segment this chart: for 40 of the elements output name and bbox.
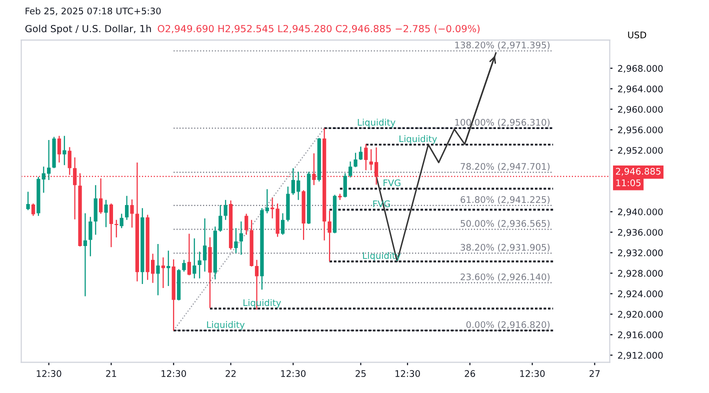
series-label: Liquidity bbox=[207, 321, 245, 330]
y-tick-label: 2,936.000 bbox=[618, 228, 663, 237]
series-label: FVG bbox=[384, 179, 400, 186]
y-tick-label: 2,960.000 bbox=[618, 106, 663, 114]
y-tick-label: 2,932.000 bbox=[618, 249, 663, 258]
y-tick-label: 2,920.000 bbox=[618, 310, 663, 319]
y-tick-label: 2,916.000 bbox=[618, 331, 663, 340]
y-tick-label: 2,968.000 bbox=[618, 64, 663, 73]
series-label: 78.20% (2,947.701) bbox=[460, 162, 550, 171]
y-tick-label: 2,964.000 bbox=[618, 85, 663, 94]
y-tick-label: 2,952.000 bbox=[618, 146, 663, 155]
x-tick-label: 25 bbox=[356, 370, 366, 377]
x-tick-label: 12:30 bbox=[36, 370, 62, 377]
chart-subtitle: O2,949.690 H2,952.545 L2,945.280 C2,946.885 −2.785 (−0.09%) bbox=[158, 24, 480, 34]
y-tick-label: 2,928.000 bbox=[618, 270, 663, 278]
ref-line-label: 2,946.885 bbox=[616, 168, 660, 176]
y-tick-label: 2,912.000 bbox=[618, 352, 663, 360]
x-tick-label: 22 bbox=[226, 370, 236, 377]
series-label: 50.00% (2,936.565) bbox=[460, 220, 550, 228]
y-tick-label: 2,924.000 bbox=[618, 290, 663, 298]
x-tick-label: 12:30 bbox=[396, 370, 420, 377]
chart-title: Gold Spot / U.S. Dollar, 1h bbox=[25, 24, 151, 34]
series-label: 0.00% (2,916.820) bbox=[466, 321, 550, 330]
x-tick-label: 12:30 bbox=[520, 370, 545, 377]
x-tick-label: 12:30 bbox=[281, 370, 306, 377]
y-axis-title: USD bbox=[628, 32, 646, 38]
text: 11:05 bbox=[616, 179, 641, 186]
series-label: 38.20% (2,931.905) bbox=[460, 244, 550, 252]
x-tick-label: 27 bbox=[590, 370, 600, 377]
y-tick-label: 2,940.000 bbox=[618, 208, 663, 216]
text: Feb 25, 2025 07:18 UTC+5:30 bbox=[26, 7, 161, 16]
series-label: 138.20% (2,971.395) bbox=[455, 41, 550, 50]
series-label: Liquidity bbox=[358, 118, 396, 128]
x-tick-label: 26 bbox=[464, 370, 476, 377]
x-tick-label: 21 bbox=[106, 370, 116, 377]
series-label: 61.80% (2,941.225) bbox=[460, 196, 550, 204]
series-label: 23.60% (2,926.140) bbox=[460, 273, 550, 282]
series-label: Liquidity bbox=[399, 135, 437, 144]
x-tick-label: 12:30 bbox=[162, 370, 186, 377]
y-tick-label: 2,956.000 bbox=[618, 126, 663, 134]
